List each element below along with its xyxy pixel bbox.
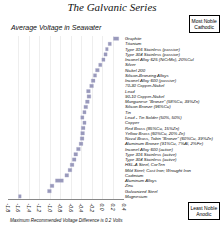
svg-text:-0.6: -0.6	[68, 204, 74, 213]
svg-text:Galvanized Steel: Galvanized Steel	[125, 189, 159, 194]
svg-text:70-30 Copper-Nickel: 70-30 Copper-Nickel	[125, 83, 165, 88]
svg-text:Aluminum Alloys: Aluminum Alloys	[124, 178, 157, 183]
svg-text:Aluminum Bronze (91%Cu, 7%Al,: Aluminum Bronze (91%Cu, 7%Al, 2%Fe)	[124, 141, 204, 146]
svg-text:Zinc: Zinc	[124, 183, 134, 188]
svg-text:Least NobleAnodic: Least NobleAnodic	[191, 205, 218, 218]
svg-text:Manganese "Bronze" (58%Cu, 39%: Manganese "Bronze" (58%Cu, 39%Zn)	[125, 99, 200, 104]
svg-text:Cadmium: Cadmium	[125, 173, 144, 178]
svg-text:Silver: Silver	[125, 62, 136, 67]
svg-text:Most NobleCathodic: Most NobleCathodic	[192, 18, 218, 31]
svg-text:-0.2: -0.2	[89, 204, 95, 213]
svg-text:Maximum Recommended Voltage Di: Maximum Recommended Voltage Difference i…	[10, 218, 123, 223]
svg-text:Mild Steel; Cast Iron; Wrought: Mild Steel; Cast Iron; Wrought Iron	[125, 168, 192, 173]
svg-text:Type 304 Stainless (passive): Type 304 Stainless (passive)	[125, 52, 180, 57]
svg-text:Inconel Alloy 600 (passive): Inconel Alloy 600 (passive)	[125, 78, 177, 83]
svg-text:Copper: Copper	[125, 120, 140, 125]
svg-text:0.2: 0.2	[110, 204, 116, 211]
svg-text:-1.4: -1.4	[26, 204, 32, 213]
svg-text:Lead - Tin Solder (50%, 50%): Lead - Tin Solder (50%, 50%)	[125, 115, 182, 120]
svg-text:Lead: Lead	[125, 89, 135, 94]
svg-text:90-10 Copper-Nickel: 90-10 Copper-Nickel	[125, 94, 165, 99]
svg-text:Type 316 Stainless (active): Type 316 Stainless (active)	[125, 152, 177, 157]
svg-text:-1.0: -1.0	[47, 204, 53, 213]
svg-text:Yellow Brass (60%Cu, 20% Zn): Yellow Brass (60%Cu, 20% Zn)	[125, 131, 186, 136]
svg-text:Nickel 200: Nickel 200	[125, 68, 146, 73]
svg-text:HSL-A Steel, CorTen: HSL-A Steel, CorTen	[125, 162, 165, 167]
svg-text:Naval Brass, Tobin "Bronze" (6: Naval Brass, Tobin "Bronze" (60%Cu, 39%Z…	[125, 136, 213, 141]
svg-text:The Galvanic Series: The Galvanic Series	[67, 1, 156, 13]
svg-text:0.0: 0.0	[99, 204, 105, 211]
svg-text:Magnesium: Magnesium	[125, 194, 148, 199]
svg-text:Type 304 Stainless (active): Type 304 Stainless (active)	[125, 157, 177, 162]
svg-text:Silicon-Bronzing Alloys: Silicon-Bronzing Alloys	[125, 73, 169, 78]
svg-text:-1.2: -1.2	[36, 204, 42, 213]
svg-text:Titanium: Titanium	[125, 41, 142, 46]
svg-text:Inconel Alloy 600 (active): Inconel Alloy 600 (active)	[125, 147, 173, 152]
svg-text:Inconel Alloy 625 (NiCrMo), 20: Inconel Alloy 625 (NiCrMo), 20%Cul	[125, 57, 195, 62]
svg-text:Red Brass (85%Cu, 15%Zn): Red Brass (85%Cu, 15%Zn)	[125, 126, 180, 131]
svg-text:Silicon Bronze (96%Cu): Silicon Bronze (96%Cu)	[125, 104, 171, 109]
svg-text:Tin: Tin	[125, 110, 132, 115]
svg-text:-0.4: -0.4	[78, 204, 84, 213]
svg-text:-1.6: -1.6	[15, 204, 21, 213]
svg-text:0.4: 0.4	[121, 204, 127, 211]
svg-text:-0.8: -0.8	[57, 204, 63, 213]
svg-text:Average Voltage in Seawater: Average Voltage in Seawater	[10, 24, 102, 32]
svg-text:-1.8: -1.8	[5, 204, 11, 213]
svg-text:Graphite: Graphite	[125, 36, 142, 41]
svg-text:Type 316 Stainless (passive): Type 316 Stainless (passive)	[125, 47, 180, 52]
